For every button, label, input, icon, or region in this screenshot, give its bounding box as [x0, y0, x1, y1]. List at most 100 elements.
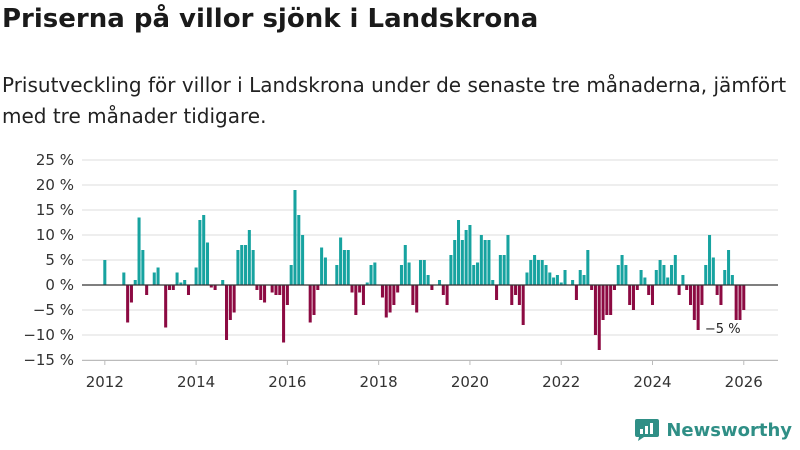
- bar: [137, 217, 141, 285]
- bar: [411, 285, 415, 305]
- bar: [122, 272, 126, 285]
- bar: [616, 265, 620, 285]
- bar: [639, 270, 643, 285]
- x-tick-label: 2022: [542, 373, 580, 391]
- bar: [677, 285, 681, 295]
- bar: [392, 285, 396, 305]
- bar: [510, 285, 514, 305]
- bar: [293, 190, 297, 285]
- bar: [708, 235, 712, 285]
- bar: [365, 282, 369, 285]
- bar: [354, 285, 358, 315]
- bar: [194, 267, 198, 285]
- bar: [479, 235, 483, 285]
- bar: [232, 285, 236, 313]
- bar: [316, 285, 320, 290]
- bar: [643, 277, 647, 285]
- x-tick-label: 2014: [177, 373, 215, 391]
- bar: [369, 265, 373, 285]
- bar: [719, 285, 723, 305]
- x-tick-label: 2018: [360, 373, 398, 391]
- bar: [571, 280, 575, 285]
- bar: [495, 285, 499, 300]
- bar: [517, 285, 521, 305]
- bar: [620, 255, 624, 285]
- bar: [346, 250, 350, 285]
- bar: [593, 285, 597, 335]
- y-tick-label: −15 %: [23, 351, 74, 369]
- bar: [228, 285, 232, 320]
- bar: [247, 230, 251, 285]
- bar: [650, 285, 655, 305]
- bar: [240, 245, 244, 285]
- bar: [198, 220, 202, 285]
- bar: [403, 245, 407, 285]
- bar: [399, 265, 403, 285]
- bar: [647, 285, 651, 295]
- chart-subtitle: Prisutveckling för villor i Landskrona u…: [2, 73, 787, 128]
- bar: [730, 275, 734, 285]
- bar: [635, 285, 639, 290]
- bar: [145, 285, 149, 295]
- bar: [654, 270, 658, 285]
- bar: [282, 285, 286, 343]
- bar: [734, 285, 738, 320]
- bar: [388, 285, 392, 313]
- bar: [605, 285, 609, 315]
- bar: [586, 250, 590, 285]
- bar: [335, 265, 339, 285]
- bar: [468, 225, 472, 285]
- bar: [270, 285, 274, 293]
- bar: [460, 240, 464, 285]
- bar: [578, 270, 582, 285]
- bar: [274, 285, 278, 295]
- bar: [263, 285, 267, 303]
- bar: [301, 235, 305, 285]
- bar: [506, 235, 510, 285]
- bar: [171, 285, 175, 290]
- bar: [711, 257, 715, 285]
- bar: [696, 285, 700, 330]
- bar: [723, 270, 727, 285]
- x-tick-label: 2012: [86, 373, 124, 391]
- bar: [582, 275, 586, 285]
- bar: [563, 270, 567, 285]
- bar: [202, 215, 206, 285]
- bar: [548, 272, 552, 285]
- bar: [521, 285, 525, 325]
- bar: [536, 260, 540, 285]
- bar: [628, 285, 632, 305]
- bar: [396, 285, 400, 293]
- y-tick-label: −5 %: [33, 301, 74, 319]
- bar: [183, 280, 187, 285]
- bar: [529, 260, 533, 285]
- bar: [514, 285, 518, 295]
- bar: [186, 285, 191, 295]
- bar: [631, 285, 635, 310]
- x-tick-label: 2016: [268, 373, 306, 391]
- bar: [373, 262, 377, 285]
- bar: [449, 255, 453, 285]
- bar: [209, 285, 213, 288]
- bar: [457, 220, 461, 285]
- bar: [437, 280, 442, 285]
- brand-name: Newsworthy: [666, 419, 792, 441]
- bar: [167, 285, 171, 290]
- bar: [552, 277, 556, 285]
- bar: [133, 280, 137, 285]
- last-value-annotation: −5 %: [705, 322, 741, 337]
- bar: [380, 285, 384, 298]
- bar: [152, 272, 156, 285]
- bar: [464, 230, 468, 285]
- bar: [601, 285, 605, 320]
- bar: [472, 265, 476, 285]
- bar: [415, 285, 419, 313]
- bar: [384, 285, 388, 318]
- bar: [483, 240, 487, 285]
- bar: [289, 265, 293, 285]
- bar: [666, 277, 670, 285]
- y-tick-label: 20 %: [36, 176, 74, 194]
- bar: [426, 275, 430, 285]
- y-tick-label: 5 %: [45, 251, 74, 269]
- bar: [320, 247, 324, 285]
